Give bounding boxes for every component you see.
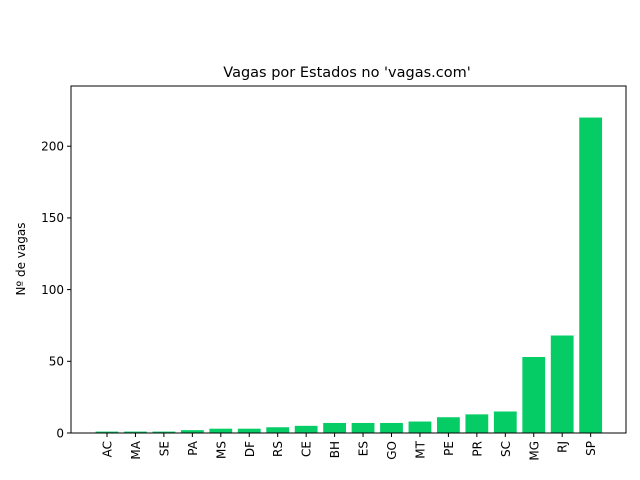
x-tick-label-sc: SC [499, 441, 513, 457]
bar-se [152, 431, 176, 433]
bar-ac [95, 431, 119, 433]
x-tick-label-rj: RJ [556, 441, 570, 453]
bar-go [380, 422, 403, 433]
y-tick-label-0: 0 [56, 426, 64, 440]
x-tick-label-ms: MS [214, 441, 228, 459]
x-tick-label-pa: PA [186, 440, 200, 455]
bar-ce [294, 425, 318, 433]
chart-title: Vagas por Estados no 'vagas.com' [223, 65, 470, 81]
bar-mt [408, 421, 432, 433]
x-tick-label-sp: SP [584, 441, 598, 456]
y-axis-ticks: 0 50 100 150 200 [41, 140, 71, 440]
bar-ma [124, 431, 147, 433]
x-tick-label-mg: MG [527, 441, 541, 461]
x-tick-label-bh: BH [328, 441, 342, 458]
x-tick-label-pe: PE [442, 441, 456, 456]
x-tick-label-pr: PR [470, 441, 484, 457]
bar-rj [550, 335, 574, 433]
x-axis-ticks: AC MA SE PA MS DF RS CE BH ES GO MT PE PR SC MG RJ SP [101, 433, 598, 461]
y-tick-label-150: 150 [41, 211, 64, 225]
y-tick-label-100: 100 [41, 283, 64, 297]
bar-sp [579, 117, 603, 434]
bar-es [351, 422, 375, 433]
x-tick-label-mt: MT [413, 440, 427, 458]
x-tick-label-rs: RS [271, 441, 285, 457]
bar-bh [323, 422, 346, 433]
y-tick-label-50: 50 [49, 355, 64, 369]
y-tick-label-200: 200 [41, 140, 64, 154]
bar-sc [493, 411, 517, 433]
bars-group [95, 117, 603, 434]
bar-df [237, 428, 261, 433]
x-tick-label-se: SE [157, 441, 171, 456]
bar-mg [522, 357, 546, 433]
x-tick-label-ma: MA [129, 440, 143, 459]
x-tick-label-ce: CE [300, 441, 314, 457]
plot-frame [70, 85, 627, 434]
y-axis-label: Nº de vagas [14, 223, 28, 296]
bar-pa [180, 430, 204, 433]
bar-pe [437, 417, 460, 433]
x-tick-label-ac: AC [101, 441, 115, 457]
x-tick-label-es: ES [357, 441, 371, 456]
bar-pr [465, 414, 489, 433]
bar-ms [209, 428, 233, 433]
x-tick-label-df: DF [243, 441, 257, 457]
x-tick-label-go: GO [385, 441, 399, 460]
bar-rs [266, 427, 290, 433]
